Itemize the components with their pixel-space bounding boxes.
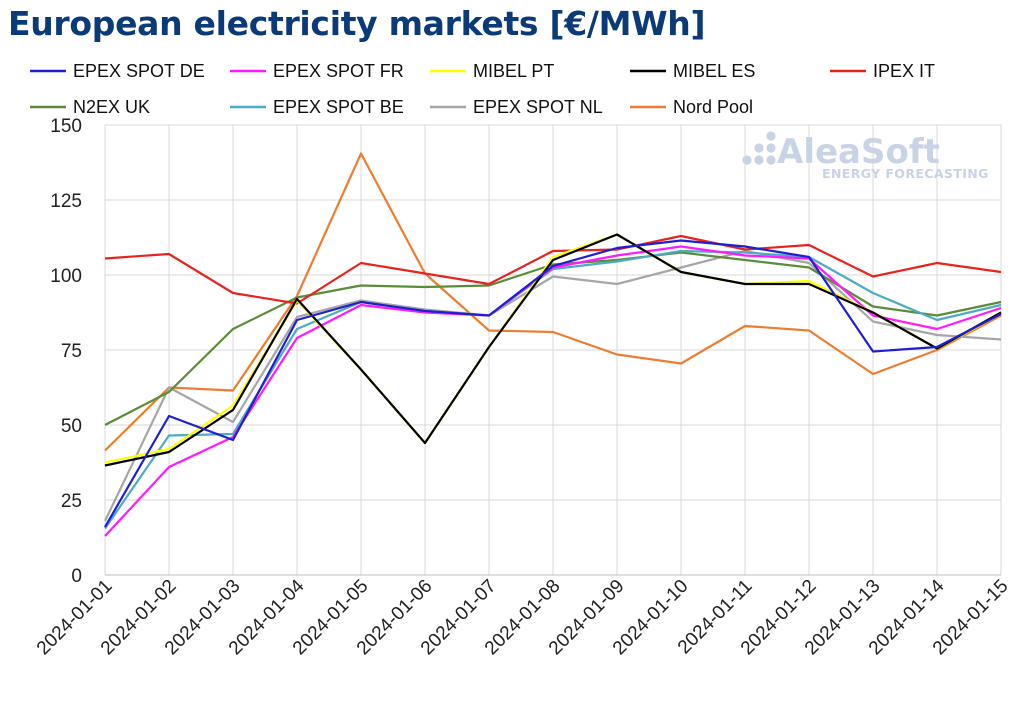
series-line-nord-pool [104,152,1002,452]
y-tick-label: 50 [61,416,82,437]
legend-item: MIBEL ES [630,61,755,81]
legend-item: IPEX IT [830,61,935,81]
logo-dot [742,155,752,165]
series-line-n2ex-uk [104,251,1002,426]
aleasoft-watermark: AleaSoft ENERGY FORECASTING [742,131,988,181]
legend: EPEX SPOT DE EPEX SPOT FR MIBEL PT MIBEL ES… [30,61,935,117]
legend-label: N2EX UK [73,97,150,117]
legend-label: EPEX SPOT DE [73,61,205,81]
series-line-ipex-it [104,234,1002,305]
aleasoft-logo-dots-icon [742,131,776,165]
y-axis-tick-labels: 0 25 50 75 100 125 150 [50,116,82,587]
series-line-mibel-es [104,233,1002,467]
legend-item: EPEX SPOT BE [230,97,404,117]
legend-label: Nord Pool [673,97,753,117]
series-lines [104,152,1002,537]
legend-label: EPEX SPOT NL [473,97,603,117]
y-tick-label: 125 [50,191,82,212]
legend-item: EPEX SPOT NL [430,97,603,117]
chart-title: European electricity markets [€/MWh] [8,4,706,43]
legend-item: Nord Pool [630,97,753,117]
y-tick-label: 150 [50,116,82,137]
legend-item: EPEX SPOT DE [30,61,205,81]
watermark-tagline: ENERGY FORECASTING [822,166,989,181]
legend-item: MIBEL PT [430,61,554,81]
legend-item: N2EX UK [30,97,150,117]
logo-dot [754,143,764,153]
logo-dot [766,131,776,141]
legend-label: IPEX IT [873,61,935,81]
y-tick-label: 75 [61,341,82,362]
logo-dot [766,143,776,153]
legend-label: EPEX SPOT BE [273,97,404,117]
legend-label: MIBEL PT [473,61,554,81]
legend-label: MIBEL ES [673,61,755,81]
logo-dot [766,155,776,165]
logo-dot [754,155,764,165]
x-axis-tick-labels: 2024-01-012024-01-022024-01-032024-01-04… [33,575,1013,659]
series-line-epex-spot-fr [104,245,1002,537]
watermark-brand: AleaSoft [777,132,940,172]
series-line-epex-spot-de [104,239,1002,528]
legend-item: EPEX SPOT FR [230,61,404,81]
y-tick-label: 25 [61,491,82,512]
y-tick-label: 0 [71,566,82,587]
legend-label: EPEX SPOT FR [273,61,404,81]
y-tick-label: 100 [50,266,82,287]
gridlines [104,124,1002,576]
